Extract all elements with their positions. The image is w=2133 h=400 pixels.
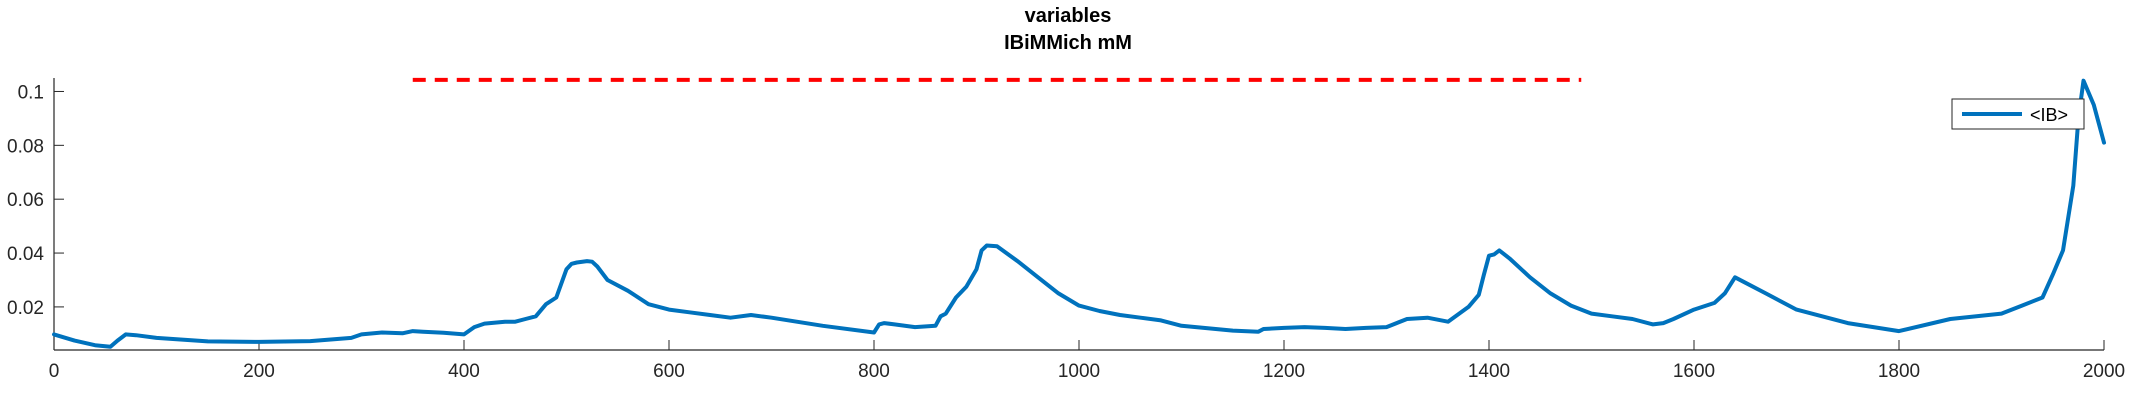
axes: 0 200 400 600 800 1000 1200 1400 1600 1800 2000 0.0… — [7, 78, 2125, 382]
x-tick-label: 600 — [653, 361, 685, 382]
y-tick-label: 0.1 — [18, 82, 44, 103]
x-tick-label: 1600 — [1673, 361, 1715, 382]
y-tick-label: 0.06 — [7, 190, 44, 211]
x-tick-label: 1800 — [1878, 361, 1920, 382]
x-tick-label: 800 — [858, 361, 890, 382]
x-tick-label: 0 — [49, 361, 60, 382]
x-tick-label: 200 — [243, 361, 275, 382]
chart-title-line-1: variables — [1025, 5, 1112, 27]
legend[interactable]: <IB> — [1951, 98, 2085, 130]
x-tick-label: 2000 — [2083, 361, 2125, 382]
y-tick-label: 0.02 — [7, 298, 44, 319]
x-tick-label: 1400 — [1468, 361, 1510, 382]
x-tick-label: 1200 — [1263, 361, 1305, 382]
x-tick-label: 1000 — [1058, 361, 1100, 382]
legend-label-ib: <IB> — [2030, 105, 2068, 125]
y-tick-label: 0.08 — [7, 136, 44, 157]
chart-title-line-2: IBiMMich mM — [1004, 32, 1132, 54]
series-line-ib — [52, 78, 2106, 349]
x-tick-label: 400 — [448, 361, 480, 382]
series-lines — [52, 78, 2106, 349]
y-tick-label: 0.04 — [7, 244, 44, 265]
